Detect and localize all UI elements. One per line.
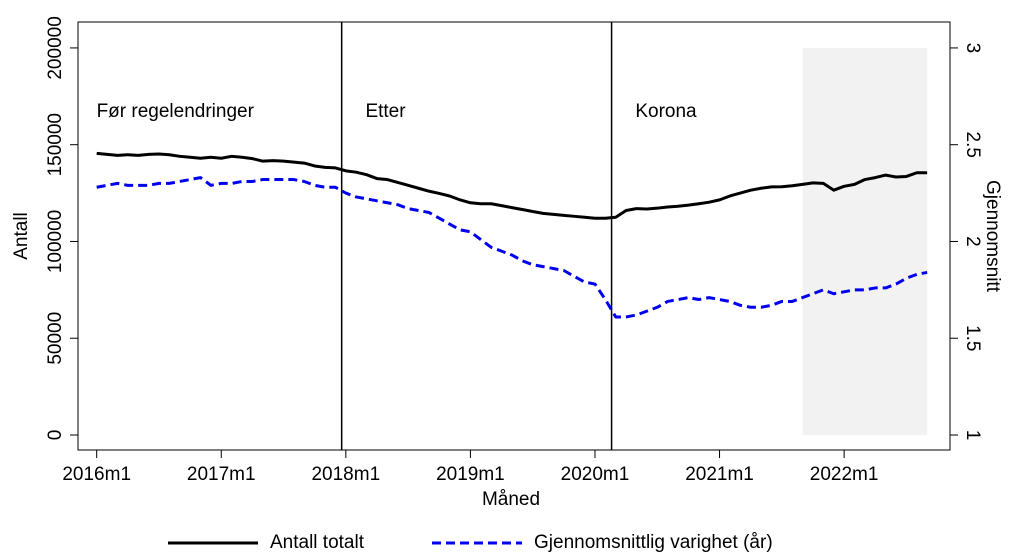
period-label: Korona: [635, 101, 697, 122]
x-tick-label: 2016m1: [62, 464, 131, 485]
y2-axis-title: Gjennomsnitt: [982, 180, 1003, 293]
period-label: Før regelendringer: [97, 101, 255, 122]
x-tick-label: 2020m1: [561, 464, 630, 485]
y-tick-label: 150000: [45, 113, 66, 176]
plot-frame: [77, 21, 951, 451]
y2-tick-label: 2: [962, 236, 983, 247]
y-tick-label: 50000: [45, 312, 66, 365]
x-tick-label: 2021m1: [685, 464, 754, 485]
legend-label: Antall totalt: [270, 532, 365, 553]
y2-tick-label: 1.5: [962, 325, 983, 351]
legend-label: Gjennomsnittlig varighet (år): [534, 532, 773, 553]
x-tick-label: 2017m1: [187, 464, 256, 485]
x-axis-title: Måned: [482, 489, 540, 510]
y-tick-label: 0: [45, 430, 66, 441]
period-label: Etter: [365, 101, 406, 122]
y2-tick-label: 3: [962, 43, 983, 54]
x-tick-label: 2019m1: [436, 464, 505, 485]
y-tick-label: 100000: [45, 210, 66, 273]
series-line: [96, 151, 928, 220]
y2-tick-label: 2.5: [962, 131, 983, 157]
y-axis-title: Antall: [11, 212, 32, 260]
x-tick-label: 2018m1: [311, 464, 380, 485]
series-line: [96, 176, 928, 319]
x-tick-label: 2022m1: [810, 464, 879, 485]
y-tick-label: 200000: [45, 16, 66, 79]
shaded-region: [802, 47, 928, 436]
y2-tick-label: 1: [962, 430, 983, 441]
